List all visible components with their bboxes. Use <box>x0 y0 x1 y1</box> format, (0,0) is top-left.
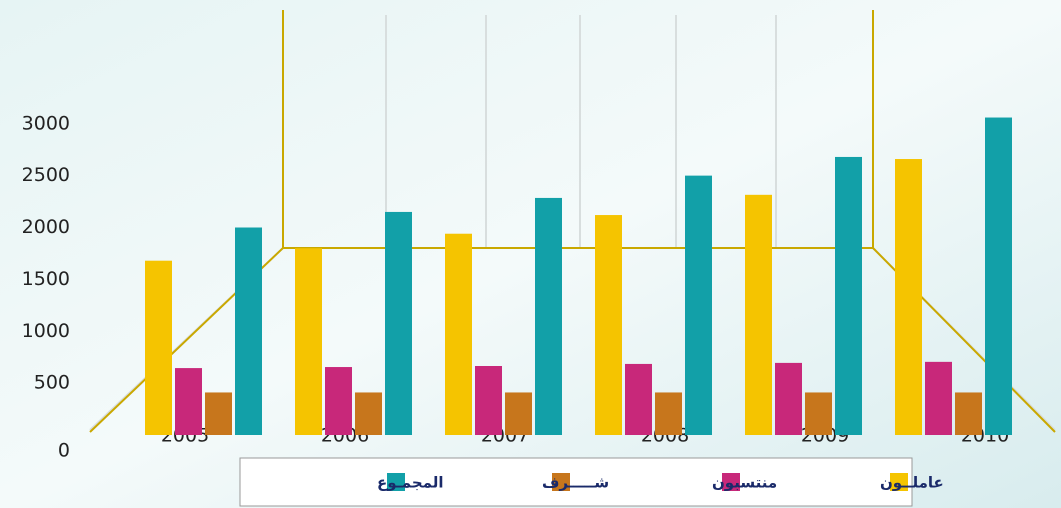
bar <box>595 215 622 435</box>
bar <box>355 392 382 435</box>
y-tick-label: 3000 <box>22 112 70 134</box>
legend-label: منتسبون <box>712 474 777 492</box>
bar <box>775 363 802 435</box>
bar <box>535 198 562 435</box>
bar <box>955 392 982 435</box>
bar <box>175 368 202 435</box>
y-tick-label: 1500 <box>22 268 70 290</box>
bar <box>985 118 1012 435</box>
bar <box>325 367 352 435</box>
bar <box>805 392 832 435</box>
bar <box>475 366 502 435</box>
y-tick-label: 500 <box>34 372 70 394</box>
bar <box>205 392 232 435</box>
chart: 0500100015002000250030002005200620072008… <box>0 0 1061 508</box>
bar <box>445 234 472 435</box>
legend-label: شـــــرف <box>542 474 609 492</box>
bar <box>385 212 412 435</box>
bar <box>745 195 772 435</box>
legend-label: المجمـوع <box>377 474 443 492</box>
bar <box>235 228 262 436</box>
bar <box>505 392 532 435</box>
y-tick-label: 2000 <box>22 216 70 238</box>
y-tick-label: 1000 <box>22 320 70 342</box>
bar <box>295 248 322 435</box>
bar <box>925 362 952 435</box>
y-tick-label: 0 <box>58 440 70 462</box>
legend-label: عاملــون <box>880 474 944 492</box>
bar <box>625 364 652 435</box>
bar <box>655 392 682 435</box>
bar <box>835 157 862 435</box>
bar <box>895 159 922 435</box>
bar <box>145 261 172 435</box>
bar <box>685 176 712 435</box>
y-tick-label: 2500 <box>22 164 70 186</box>
